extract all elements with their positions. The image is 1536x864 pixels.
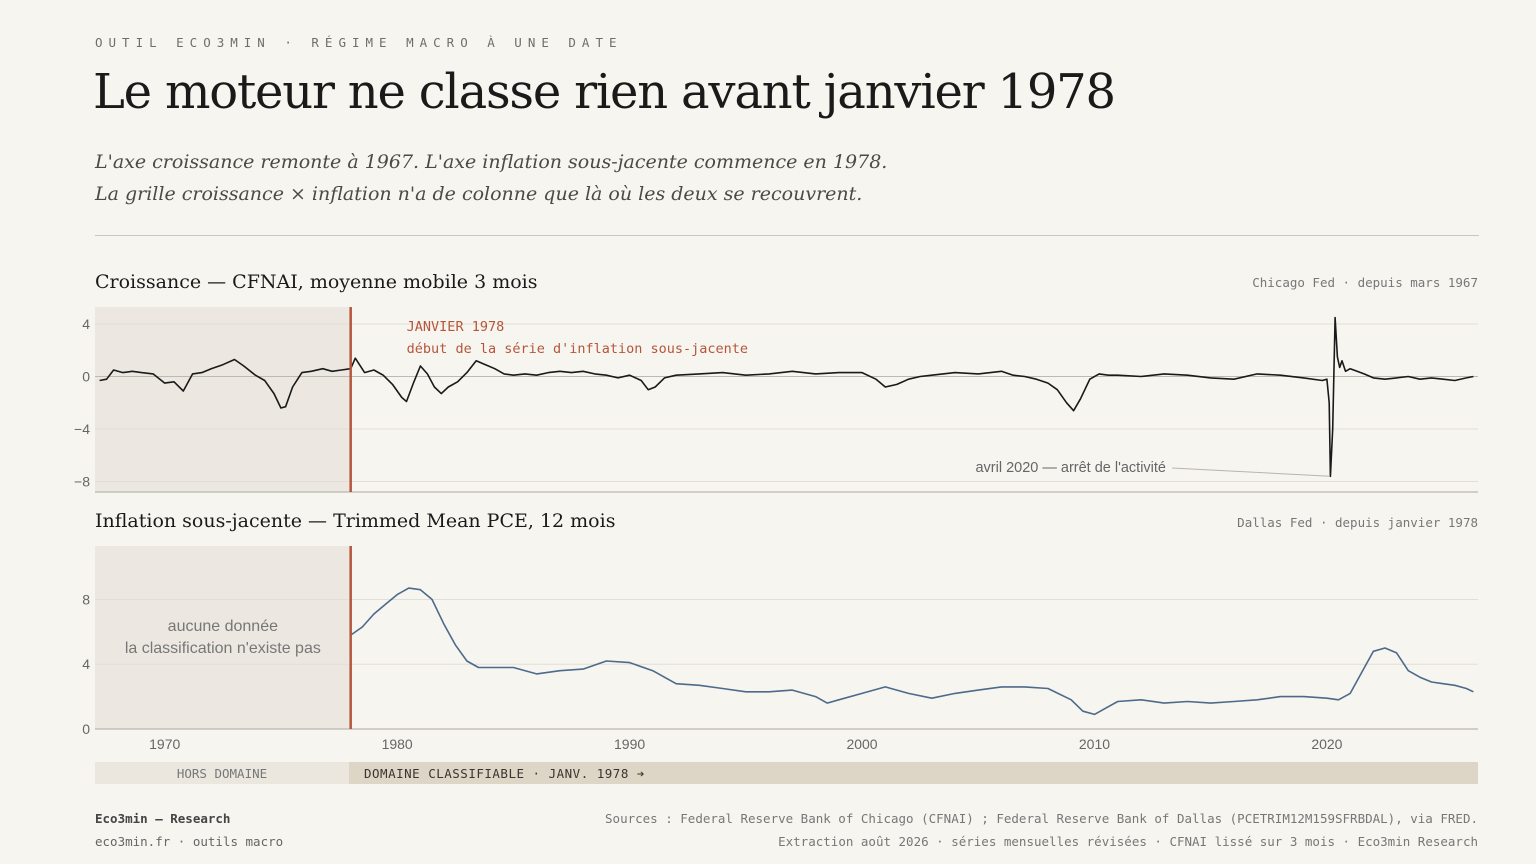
footer-site[interactable]: eco3min.fr · outils macro xyxy=(95,834,284,849)
footer-brand: Eco3min — Research xyxy=(95,811,231,826)
footer-brand-block: Eco3min — Research eco3min.fr · outils m… xyxy=(95,807,283,853)
y-tick-label: 4 xyxy=(82,316,90,332)
x-tick-label: 1970 xyxy=(149,736,180,752)
classifiable-domain-label: DOMAINE CLASSIFIABLE · JANV. 1978 ➔ xyxy=(364,765,645,781)
inflation-chart: 0 4 8 aucune donnée la classification n'exis… xyxy=(82,546,1478,752)
out-of-domain-band: HORS DOMAINE xyxy=(95,762,349,784)
out-of-domain-shade xyxy=(95,546,351,729)
subtitle-line-1: L'axe croissance remonte à 1967. L'axe i… xyxy=(95,151,888,173)
annotation-leader-line xyxy=(1171,467,1330,477)
growth-panel-source: Chicago Fed · depuis mars 1967 xyxy=(1252,275,1478,290)
annotation-1978-text: début de la série d'inflation sous-jacen… xyxy=(407,341,748,357)
annotation-april-2020: avril 2020 — arrêt de l'activité xyxy=(975,460,1166,476)
growth-panel-title: Croissance — CFNAI, moyenne mobile 3 moi… xyxy=(95,271,538,293)
x-tick-label: 1990 xyxy=(614,736,645,752)
no-data-note-line-2: la classification n'existe pas xyxy=(125,640,321,657)
trimmed-pce-line xyxy=(350,587,1474,716)
x-tick-label: 2000 xyxy=(846,736,877,752)
y-tick-label: 0 xyxy=(82,721,90,737)
page-title: Le moteur ne classe rien avant janvier 1… xyxy=(93,64,1116,120)
annotation-1978-title: JANVIER 1978 xyxy=(407,319,505,335)
inflation-panel-title: Inflation sous-jacente — Trimmed Mean PC… xyxy=(95,510,616,532)
x-tick-label: 2010 xyxy=(1079,736,1110,752)
footer-extraction: Extraction août 2026 · séries mensuelles… xyxy=(778,834,1478,849)
out-of-domain-label: HORS DOMAINE xyxy=(176,765,268,781)
kicker: OUTIL ECO3MIN · RÉGIME MACRO À UNE DATE xyxy=(95,35,623,50)
y-tick-label: −8 xyxy=(74,474,90,490)
out-of-domain-shade xyxy=(95,307,351,492)
growth-chart: 4 0 −4 −8 JANVIER 1978 début de la série d'in… xyxy=(74,307,1478,493)
no-data-note-line-1: aucune donnée xyxy=(168,618,278,635)
footer-sources: Sources : Federal Reserve Bank of Chicag… xyxy=(605,811,1478,826)
subtitle-line-2: La grille croissance × inflation n'a de … xyxy=(95,183,863,205)
y-tick-label: 8 xyxy=(82,591,90,607)
x-tick-label: 1980 xyxy=(382,736,413,752)
inflation-panel-source: Dallas Fed · depuis janvier 1978 xyxy=(1237,515,1478,530)
cfnai-line xyxy=(99,316,1474,478)
y-tick-label: 4 xyxy=(82,656,90,672)
header-divider xyxy=(95,235,1479,236)
subtitle: L'axe croissance remonte à 1967. L'axe i… xyxy=(95,146,887,210)
footer-sources-block: Sources : Federal Reserve Bank of Chicag… xyxy=(605,807,1478,853)
y-tick-label: 0 xyxy=(82,369,90,385)
classifiable-domain-band: DOMAINE CLASSIFIABLE · JANV. 1978 ➔ xyxy=(349,762,1478,784)
x-tick-label: 2020 xyxy=(1311,736,1342,752)
y-tick-label: −4 xyxy=(74,421,90,437)
